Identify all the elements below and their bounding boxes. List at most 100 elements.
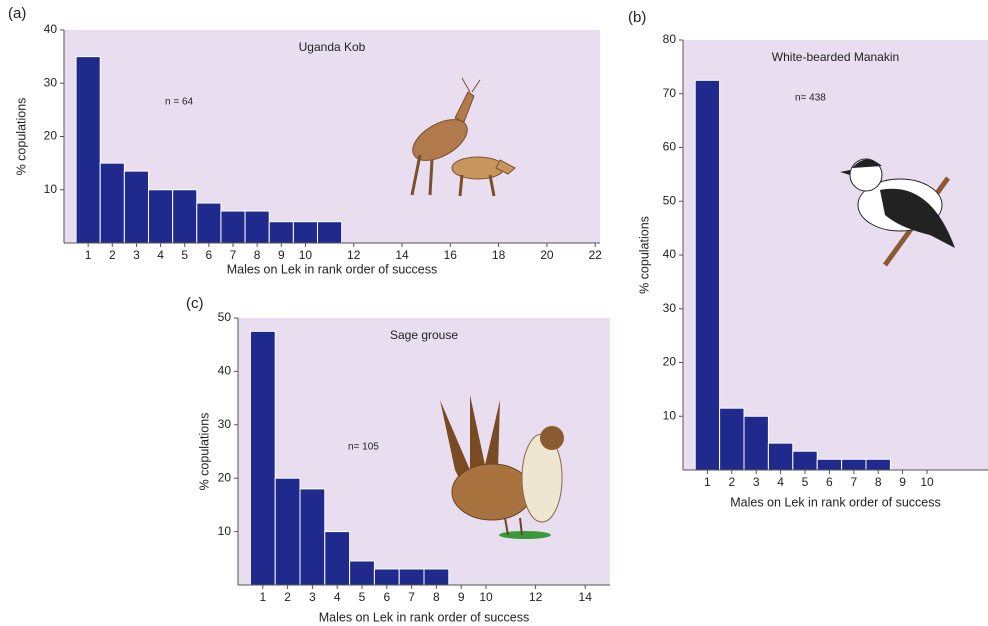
- bar: [767, 442, 794, 471]
- x-tick-label: 9: [278, 248, 285, 262]
- y-axis-label: % copulations: [637, 216, 651, 294]
- x-tick-label: 10: [920, 475, 934, 489]
- bar: [719, 407, 745, 471]
- y-tick-label: 40: [44, 22, 58, 36]
- bar: [292, 221, 319, 244]
- x-tick-label: 4: [334, 590, 341, 604]
- bar: [317, 221, 343, 244]
- bar: [172, 189, 198, 244]
- bar: [299, 488, 326, 586]
- kob-illustration: [410, 77, 516, 197]
- x-tick-label: 5: [802, 475, 809, 489]
- panel-label: (b): [628, 9, 646, 26]
- x-tick-label: 1: [704, 475, 711, 489]
- x-tick-label: 9: [458, 590, 465, 604]
- x-tick-label: 3: [309, 590, 316, 604]
- x-tick-label: 7: [230, 248, 237, 262]
- y-tick-label: 80: [663, 32, 677, 46]
- x-tick-label: 2: [284, 590, 291, 604]
- y-axis-label: % copulations: [197, 413, 211, 491]
- x-tick-label: 2: [109, 248, 116, 262]
- bar: [123, 170, 150, 244]
- illustrations: [410, 77, 955, 539]
- bar: [743, 415, 769, 471]
- bar: [148, 189, 174, 244]
- bar: [244, 210, 270, 244]
- y-tick-label: 40: [218, 364, 232, 378]
- y-tick-label: 30: [44, 75, 58, 89]
- plot-area: [683, 40, 988, 470]
- x-tick-label: 16: [444, 248, 458, 262]
- x-tick-label: 2: [728, 475, 735, 489]
- x-tick-label: 12: [529, 590, 543, 604]
- bar: [274, 477, 301, 586]
- y-axis-label: % copulations: [14, 98, 28, 176]
- x-tick-label: 8: [875, 475, 882, 489]
- x-tick-label: 14: [579, 590, 593, 604]
- y-tick-label: 50: [663, 193, 677, 207]
- annotation: n = 64: [165, 97, 194, 108]
- y-tick-label: 20: [663, 355, 677, 369]
- y-tick-label: 50: [218, 310, 232, 324]
- x-tick-label: 20: [540, 248, 554, 262]
- y-tick-label: 20: [44, 129, 58, 143]
- y-tick-label: 30: [218, 417, 232, 431]
- bar: [196, 202, 222, 244]
- x-axis-label: Males on Lek in rank order of success: [319, 610, 530, 624]
- x-tick-label: 10: [479, 590, 493, 604]
- bar-chart: 10 20 30 40 50 60 70 80 1 2 3 4 5 6 7 8 9 10 (b) White-bear…: [628, 9, 988, 509]
- bar: [373, 568, 400, 586]
- bar: [324, 531, 351, 586]
- bar: [75, 56, 101, 244]
- x-tick-label: 5: [359, 590, 366, 604]
- bar: [398, 568, 425, 586]
- bar: [349, 560, 375, 586]
- x-tick-label: 3: [133, 248, 140, 262]
- x-tick-label: 22: [588, 248, 602, 262]
- x-tick-label: 7: [850, 475, 857, 489]
- x-tick-label: 3: [753, 475, 760, 489]
- x-tick-label: 6: [826, 475, 833, 489]
- bar: [99, 162, 125, 244]
- x-tick-label: 4: [777, 475, 784, 489]
- x-axis-label: Males on Lek in rank order of success: [227, 262, 438, 276]
- bar: [865, 458, 891, 471]
- x-tick-label: 4: [157, 248, 164, 262]
- y-tick-label: 60: [663, 140, 677, 154]
- bar: [694, 79, 721, 471]
- y-tick-label: 40: [663, 247, 677, 261]
- bar: [268, 221, 294, 244]
- x-tick-label: 1: [259, 590, 266, 604]
- annotation: n= 105: [348, 442, 379, 453]
- y-tick-label: 10: [663, 408, 677, 422]
- x-tick-label: 18: [492, 248, 506, 262]
- chart-title: Uganda Kob: [299, 40, 366, 54]
- x-tick-label: 5: [181, 248, 188, 262]
- annotation: n= 438: [795, 93, 826, 104]
- x-tick-label: 9: [899, 475, 906, 489]
- x-tick-label: 8: [254, 248, 261, 262]
- bar: [220, 210, 246, 244]
- x-axis-label: Males on Lek in rank order of success: [730, 495, 941, 509]
- y-tick-label: 70: [663, 86, 677, 100]
- manakin-illustration: [840, 158, 955, 267]
- x-tick-label: 6: [383, 590, 390, 604]
- x-tick-label: 14: [395, 248, 409, 262]
- x-tick-label: 12: [347, 248, 361, 262]
- x-tick-label: 7: [408, 590, 415, 604]
- y-tick-label: 20: [218, 470, 232, 484]
- bar: [816, 458, 843, 471]
- panel-label: (a): [8, 5, 26, 22]
- y-tick-label: 30: [663, 301, 677, 315]
- grouse-illustration: [430, 395, 564, 539]
- y-tick-label: 10: [44, 182, 58, 196]
- bar: [423, 568, 450, 586]
- x-tick-label: 8: [433, 590, 440, 604]
- chart-title: White-bearded Manakin: [772, 50, 899, 64]
- bar: [792, 450, 818, 471]
- panel-label: (c): [186, 295, 204, 312]
- y-tick-label: 10: [218, 524, 232, 538]
